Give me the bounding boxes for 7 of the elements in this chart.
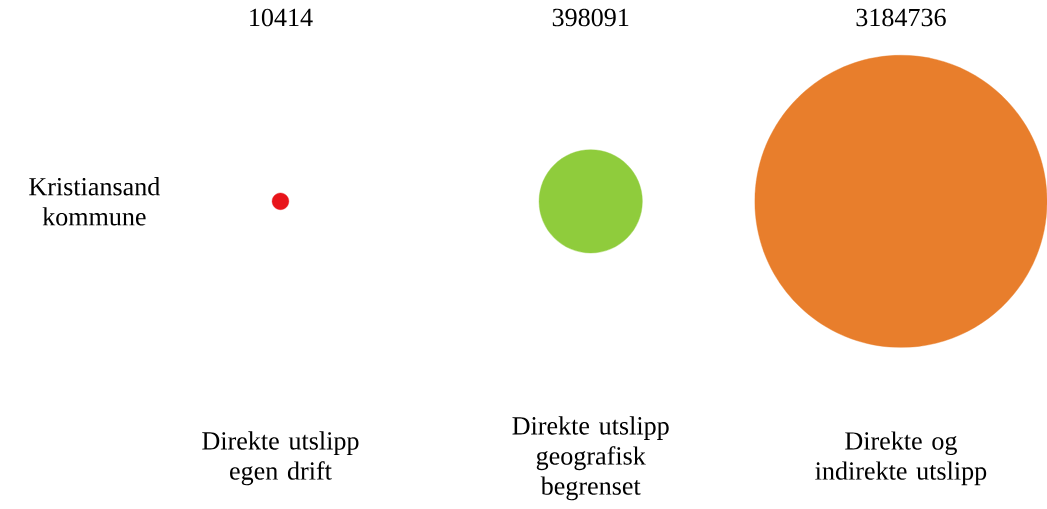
data-label: 398091 <box>552 8 629 27</box>
data-label: 3184736 <box>856 8 946 27</box>
category-label: Direkte og indirekte utslipp <box>815 431 987 486</box>
category-label: Direkte utslipp geografisk begrenset <box>512 416 669 501</box>
category-label: Direkte utslipp egen drift <box>202 431 359 486</box>
text: Kristiansand kommune <box>29 177 160 226</box>
data-label: 10414 <box>250 8 313 27</box>
